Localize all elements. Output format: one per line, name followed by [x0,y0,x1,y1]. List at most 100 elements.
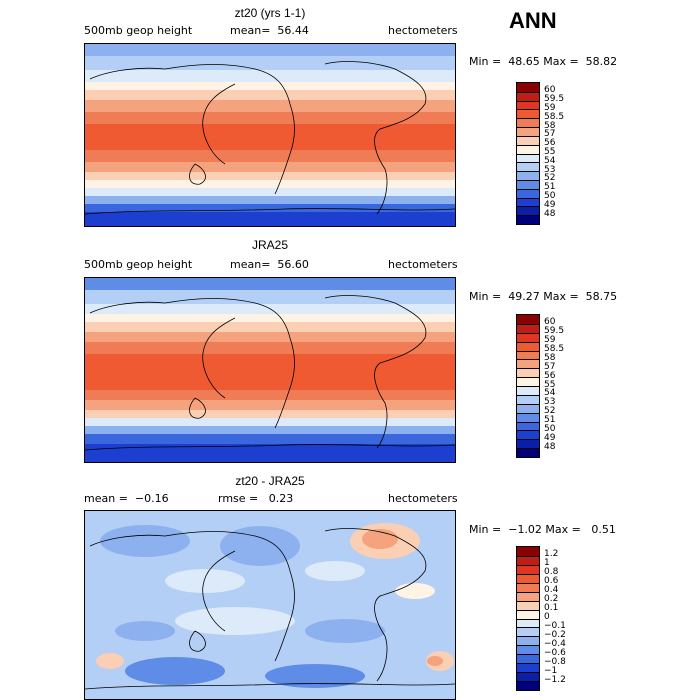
colorbar-swatch [517,448,539,457]
colorbar-tick-label: 51 [544,182,556,193]
colorbar-swatch [517,206,539,216]
colorbar-tick-label: 51 [544,415,556,425]
band [85,90,455,100]
colorbar-tick-label: 55 [544,147,556,157]
colorbar-swatch [517,663,539,673]
colorbar-tick-label: 50 [544,423,556,434]
colorbar-tick-label: 57 [544,129,556,140]
colorbar-tick-label: 58 [544,352,556,363]
colorbar-swatch [517,600,539,610]
panel-units-obs: hectometers [388,258,458,271]
map-model [84,43,456,227]
colorbar-tick-label: 0.2 [544,594,559,605]
colorbar-tick-label: 55 [544,379,556,390]
band [85,196,455,204]
band-south-polar [85,212,455,226]
colorbar-swatch [517,171,539,180]
band [85,150,455,162]
colorbar-swatch [517,359,539,369]
colorbar-swatch [517,555,539,565]
colorbar-tick-label: 59.5 [544,326,565,337]
minmax-diff: Min = −1.02 Max = 0.51 [469,523,616,536]
colorbar-swatch [517,394,539,404]
season-label: ANN [509,8,557,33]
colorbar-tick-label: 58 [544,120,556,131]
colorbar-tick-label: 58.5 [544,344,565,354]
colorbar-tick-label: 1.2 [544,549,559,560]
band [85,204,455,212]
colorbar-tick-label: 52 [544,406,556,417]
colorbar-swatch [517,91,539,101]
band [85,100,455,112]
colorbar-tick-label: 58.5 [544,111,565,122]
colorbar-tick-label: 52 [544,173,556,184]
colorbar-tick-label: 60 [544,85,556,96]
colorbar-swatch [517,153,539,163]
colorbar-swatch [517,118,539,128]
colorbar-swatch [517,179,539,189]
band-tropical [85,124,455,150]
minmax-model: Min = 48.65 Max = 58.82 [469,55,618,68]
colorbar-swatch [517,672,539,682]
band [85,56,455,70]
colorbar-swatch [517,197,539,207]
colorbar-tick-label: 60 [544,317,556,328]
colorbar-tick-label: −0.8 [544,656,566,667]
band [85,180,455,188]
colorbar-swatch [517,109,539,119]
colorbar-swatch [517,609,539,619]
colorbar-swatch [517,573,539,583]
colorbar-tick-label: 59 [544,102,556,113]
coastlines [85,528,455,690]
colorbar-tick-label: 57 [544,361,556,372]
colorbar-obs [516,314,540,458]
colorbar-tick-label: −0.1 [544,620,566,631]
band [85,172,455,180]
panel-rmse-diff: rmse = 0.23 [218,492,294,505]
map-diff [84,510,456,700]
colorbar-swatch [517,386,539,395]
panel-mean-diff: mean = −0.16 [84,492,169,505]
colorbar-swatch [517,618,539,628]
colorbar-tick-label: 50 [544,191,556,202]
colorbar-swatch [517,144,539,154]
panel-mean-model: mean= 56.44 [230,24,309,37]
colorbar-swatch [517,582,539,592]
coastlines [85,295,455,451]
panel-field-label-obs: 500mb geop height [84,258,193,271]
colorbar-tick-label: 59 [544,335,556,346]
colorbar-swatch [517,627,539,637]
colorbar-swatch [517,412,539,422]
colorbar-swatch [517,591,539,601]
colorbar-swatch [517,100,539,110]
panel-field-label-model: 500mb geop height [84,24,193,37]
colorbar-tick-label: −0.2 [544,629,566,640]
panel-mean-obs: mean= 56.60 [230,258,309,271]
colorbar-swatch [517,681,539,690]
colorbar-swatch [517,350,539,360]
colorbar-swatch [517,127,539,136]
colorbar-swatch [517,188,539,198]
colorbar-tick-label: 54 [544,388,556,399]
colorbar-swatch [517,430,539,440]
band [85,70,455,82]
colorbar-swatch [517,368,539,378]
colorbar-tick-label: 54 [544,155,556,166]
panel-title-model: zt20 (yrs 1-1) [234,6,306,20]
colorbar-swatch [517,315,539,324]
colorbar-swatch [517,421,539,431]
panel-title-diff: zt20 - JRA25 [235,474,305,488]
colorbar-diff [516,546,540,691]
coastlines [85,61,455,215]
colorbar-swatch [517,341,539,351]
colorbar-tick-label: 0 [544,612,550,622]
colorbar-tick-label: 0.8 [544,567,559,578]
colorbar-tick-label: 59.5 [544,94,565,105]
colorbar-swatch [517,377,539,386]
panel-title-obs: JRA25 [251,238,289,252]
colorbar-tick-label: 53 [544,164,556,175]
colorbar-tick-label: 1 [544,558,550,569]
colorbar-swatch [517,215,539,224]
colorbar-tick-label: 0.1 [544,603,559,614]
colorbar-tick-label: 49 [544,199,556,210]
